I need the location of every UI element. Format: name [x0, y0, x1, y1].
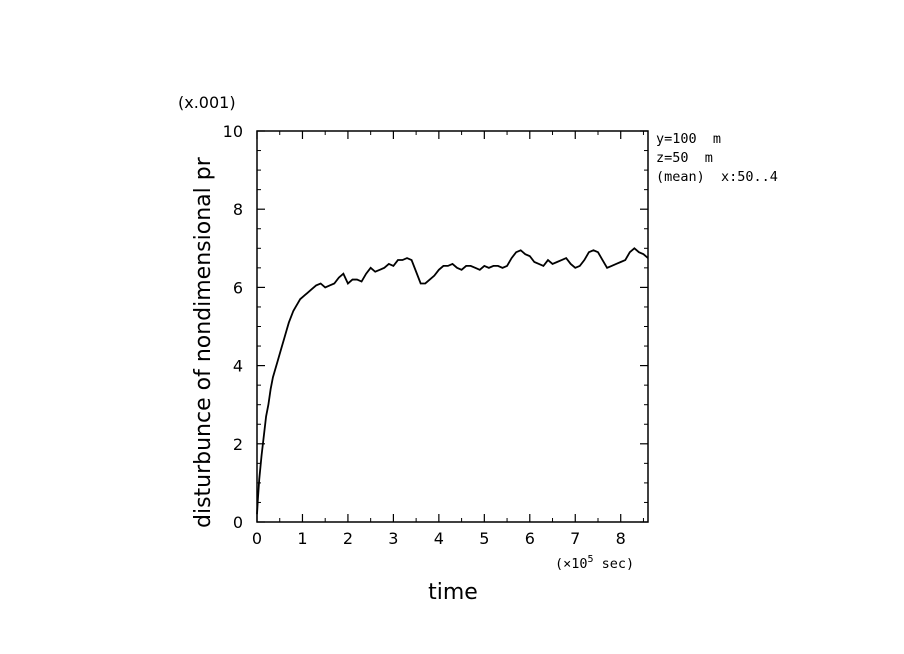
- y-tick-label: 8: [233, 200, 243, 219]
- plot-frame: [256, 130, 649, 523]
- x-tick-label: 8: [616, 529, 626, 548]
- x-unit-exponent: 5: [588, 554, 594, 565]
- x-unit-label: (×105 sec): [555, 554, 634, 572]
- x-unit-prefix: (×10: [555, 556, 588, 572]
- y-tick-label: 2: [233, 435, 243, 454]
- y-tick-label: 6: [233, 278, 243, 297]
- x-tick-label: 5: [479, 529, 489, 548]
- annotation-line: (mean) x:50..4: [656, 169, 778, 185]
- x-axis-title: time: [428, 580, 478, 605]
- annotation-line: z=50 m: [656, 150, 713, 166]
- y-axis-ticks: 0 2 4 6 8 10: [223, 122, 648, 532]
- y-axis-title: disturbunce of nondimensional pr: [191, 156, 216, 528]
- x-unit-suffix: sec): [594, 556, 635, 572]
- x-tick-label: 7: [570, 529, 580, 548]
- y-tick-label: 4: [233, 357, 243, 376]
- x-tick-label: 6: [525, 529, 535, 548]
- x-axis-ticks: 0 1 2 3 4 5 6 7 8: [252, 131, 644, 548]
- y-tick-label: 10: [223, 122, 243, 141]
- y-tick-label: 0: [233, 513, 243, 532]
- series-line: [256, 247, 649, 515]
- x-tick-label: 3: [388, 529, 398, 548]
- x-tick-label: 2: [343, 529, 353, 548]
- y-scale-label: (x.001): [178, 93, 236, 112]
- x-tick-label: 4: [434, 529, 444, 548]
- annotation-line: y=100 m: [656, 131, 721, 147]
- x-tick-label: 1: [297, 529, 307, 548]
- x-tick-label: 0: [252, 529, 262, 548]
- annotation-block: y=100 m z=50 m (mean) x:50..4: [656, 131, 778, 185]
